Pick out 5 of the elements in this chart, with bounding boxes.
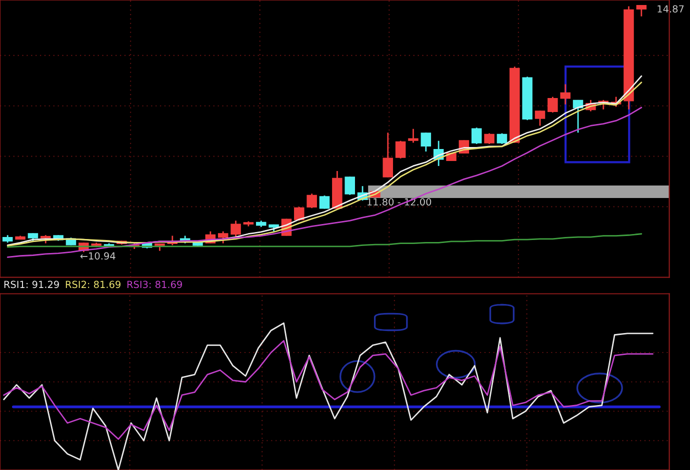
text: RSI3: 81.69 [127,280,182,288]
band-label: 11.80 - 12.00 [367,198,432,206]
legend-label: RSI2: 81.69 [66,280,120,288]
annotation: ←10.94 [80,252,116,260]
text: RSI1: 91.29 [4,280,59,288]
